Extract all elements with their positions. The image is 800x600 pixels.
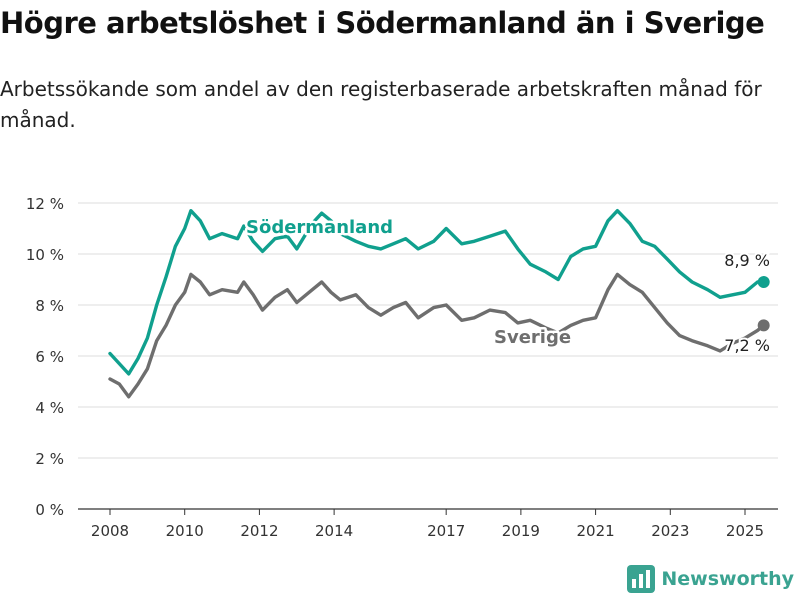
- x-tick-label: 2010: [166, 522, 204, 540]
- sodermanland-end-label: 8,9 %: [724, 251, 770, 270]
- sodermanland-series-label: Södermanland: [246, 217, 393, 238]
- chart-subtitle: Arbetssökande som andel av den registerb…: [0, 77, 762, 132]
- sverige-end-point: [757, 319, 770, 332]
- sverige-line: [108, 272, 766, 399]
- gridlines: [78, 202, 778, 510]
- x-tick-label: 2025: [726, 522, 764, 540]
- sodermanland-line: [108, 209, 766, 376]
- y-tick-label: 12 %: [26, 195, 64, 213]
- series-labels: Södermanland Sverige 8,9 % 7,2 %: [244, 215, 773, 358]
- x-tick-label: 2008: [91, 522, 129, 540]
- x-tick-label: 2021: [576, 522, 614, 540]
- bar-chart-icon: [627, 565, 656, 593]
- newsworthy-logo[interactable]: Newsworthy: [627, 564, 794, 594]
- sverige-end-label: 7,2 %: [724, 336, 770, 355]
- y-tick-label: 10 %: [26, 246, 64, 264]
- y-tick-label: 2 %: [35, 450, 64, 468]
- brand-name: Newsworthy: [661, 568, 794, 590]
- x-tick-label: 2023: [651, 522, 689, 540]
- sverige-series-label: Sverige: [494, 327, 571, 348]
- x-tick-label: 2019: [502, 522, 540, 540]
- y-tick-label: 8 %: [35, 297, 64, 315]
- y-tick-label: 4 %: [35, 399, 64, 417]
- sodermanland-end-point: [757, 276, 770, 289]
- series-lines: [108, 209, 770, 399]
- x-tick-label: 2012: [240, 522, 278, 540]
- x-tick-label: 2017: [427, 522, 465, 540]
- y-tick-label: 0 %: [35, 501, 64, 519]
- chart-title: Högre arbetslöshet i Södermanland än i S…: [0, 6, 765, 40]
- y-tick-label: 6 %: [35, 348, 64, 366]
- x-tick-label: 2014: [315, 522, 353, 540]
- axes: 0 % 2 % 4 % 6 % 8 % 10 % 12 % 2008 2010 2012 2014 2…: [26, 195, 764, 540]
